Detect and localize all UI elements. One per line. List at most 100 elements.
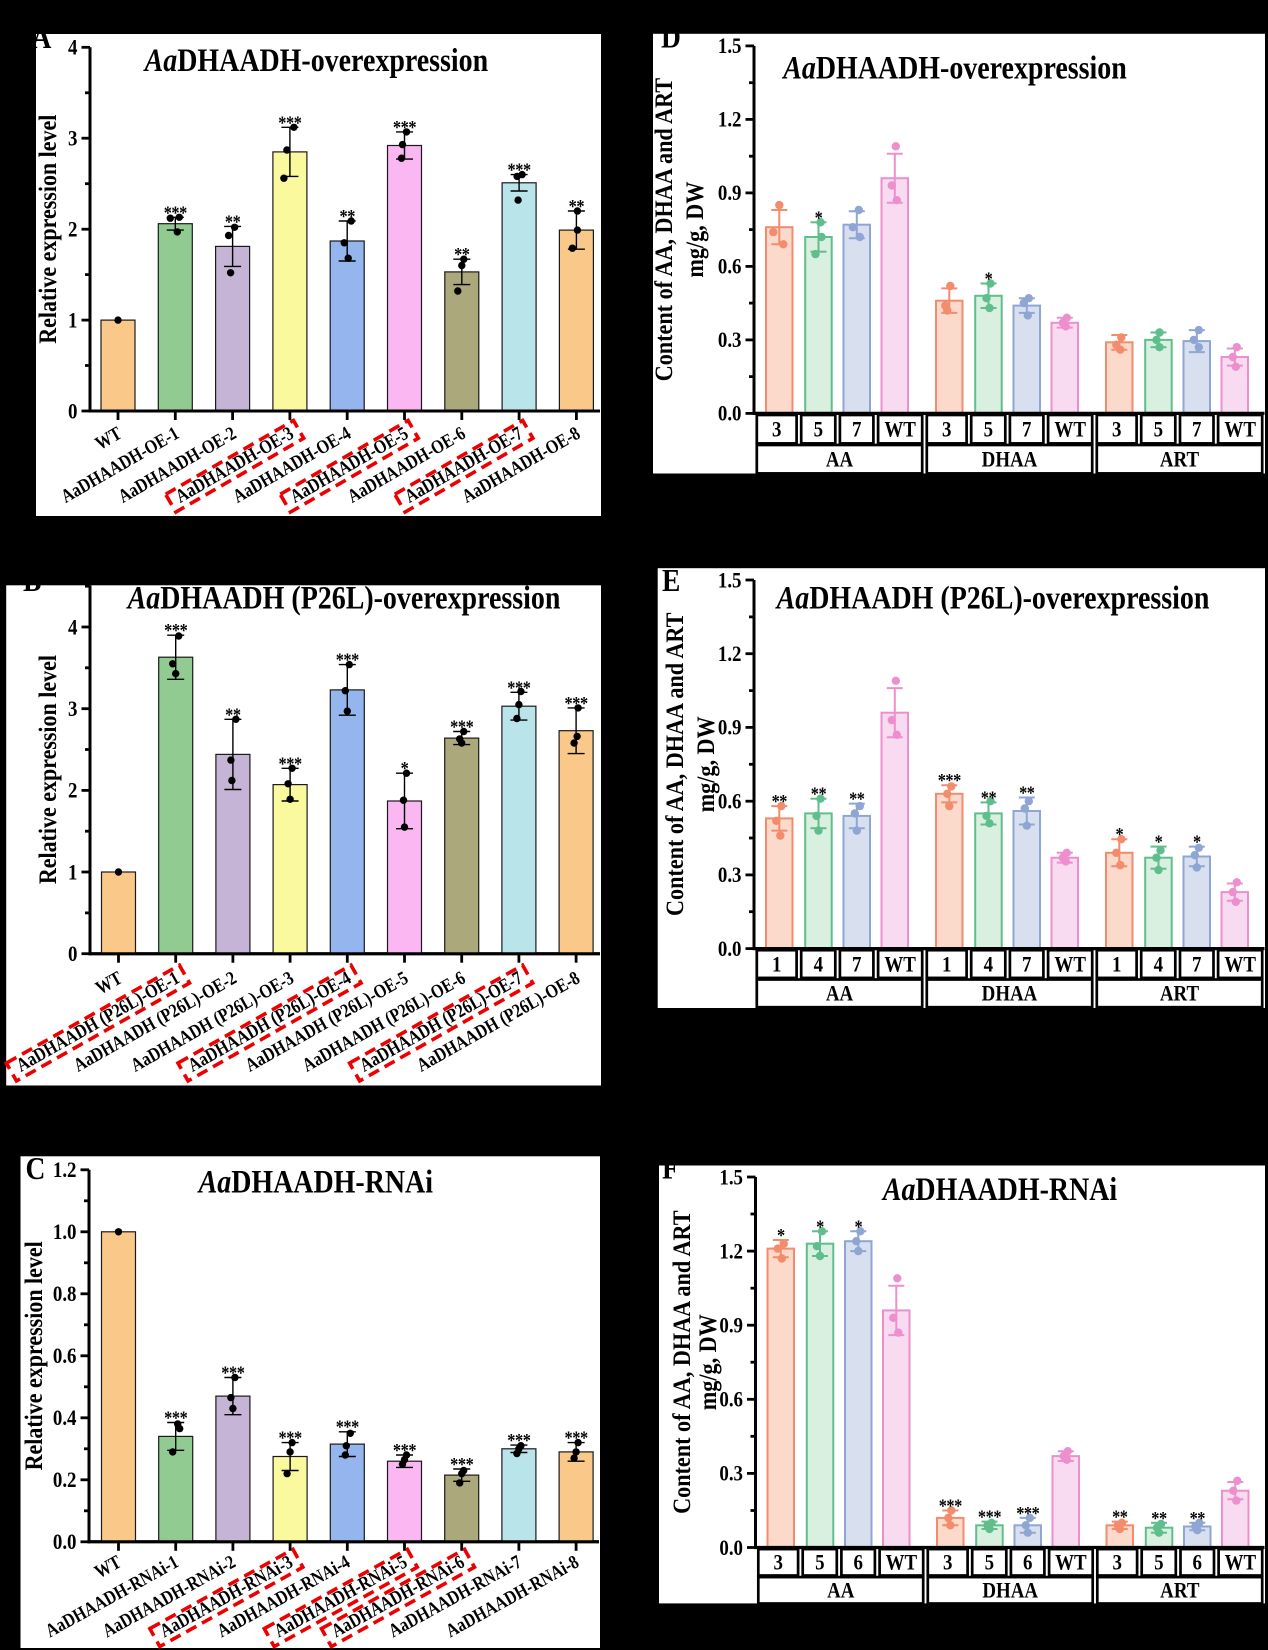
svg-text:5: 5 bbox=[1154, 1551, 1163, 1575]
svg-text:**: ** bbox=[1112, 1506, 1128, 1527]
svg-text:mg/g, DW: mg/g, DW bbox=[695, 1314, 723, 1410]
svg-text:DHAA: DHAA bbox=[982, 982, 1038, 1006]
svg-text:3: 3 bbox=[773, 1551, 782, 1575]
svg-text:3: 3 bbox=[1112, 418, 1121, 442]
svg-text:Content of AA, DHAA and ART: Content of AA, DHAA and ART bbox=[662, 612, 690, 916]
svg-text:AaDHAADH-overexpression: AaDHAADH-overexpression bbox=[781, 50, 1127, 86]
svg-text:ART: ART bbox=[1160, 448, 1200, 472]
svg-text:AA: AA bbox=[826, 982, 853, 1006]
svg-text:5: 5 bbox=[815, 1551, 824, 1575]
svg-text:AA: AA bbox=[827, 1579, 854, 1603]
svg-text:**: ** bbox=[225, 211, 241, 232]
svg-text:*: * bbox=[815, 207, 823, 228]
svg-text:*: * bbox=[1155, 831, 1163, 852]
svg-text:Content of AA, DHAA and ART: Content of AA, DHAA and ART bbox=[651, 78, 679, 382]
svg-text:***: *** bbox=[978, 1506, 1002, 1527]
svg-text:4: 4 bbox=[68, 616, 77, 640]
svg-text:7: 7 bbox=[852, 418, 861, 442]
svg-text:***: *** bbox=[507, 677, 531, 698]
svg-text:E: E bbox=[662, 563, 680, 598]
svg-text:0.6: 0.6 bbox=[718, 255, 742, 279]
svg-text:0.4: 0.4 bbox=[53, 1407, 77, 1431]
svg-text:***: *** bbox=[393, 1439, 417, 1460]
svg-text:1: 1 bbox=[772, 953, 781, 977]
svg-text:1.0: 1.0 bbox=[53, 1221, 77, 1245]
svg-text:5: 5 bbox=[814, 418, 823, 442]
svg-text:0.9: 0.9 bbox=[718, 182, 742, 206]
svg-text:B: B bbox=[23, 563, 41, 598]
svg-text:**: ** bbox=[981, 787, 997, 808]
svg-text:1: 1 bbox=[68, 309, 77, 333]
svg-text:Content of AA, DHAA and ART: Content of AA, DHAA and ART bbox=[669, 1210, 697, 1514]
svg-text:*: * bbox=[816, 1216, 824, 1237]
svg-text:6: 6 bbox=[853, 1551, 862, 1575]
svg-text:3: 3 bbox=[1112, 1551, 1121, 1575]
svg-text:0.0: 0.0 bbox=[718, 402, 742, 426]
svg-text:0.6: 0.6 bbox=[53, 1345, 77, 1369]
svg-text:4: 4 bbox=[68, 36, 77, 60]
svg-text:**: ** bbox=[454, 244, 470, 265]
svg-text:C: C bbox=[26, 1151, 46, 1186]
svg-text:0.3: 0.3 bbox=[718, 329, 742, 353]
svg-text:0.3: 0.3 bbox=[718, 864, 742, 888]
svg-text:A: A bbox=[32, 20, 52, 55]
svg-text:***: *** bbox=[565, 1427, 589, 1448]
svg-text:ART: ART bbox=[1160, 1579, 1200, 1603]
svg-text:ART: ART bbox=[1160, 982, 1200, 1006]
svg-text:3: 3 bbox=[68, 127, 77, 151]
svg-text:6: 6 bbox=[1192, 1551, 1201, 1575]
svg-text:3: 3 bbox=[68, 698, 77, 722]
svg-text:AaDHAADH-overexpression: AaDHAADH-overexpression bbox=[143, 42, 489, 78]
svg-text:0.0: 0.0 bbox=[53, 1531, 77, 1555]
svg-text:**: ** bbox=[569, 195, 585, 216]
svg-text:6: 6 bbox=[1023, 1551, 1032, 1575]
svg-text:***: *** bbox=[164, 620, 188, 641]
svg-text:1.2: 1.2 bbox=[718, 643, 742, 667]
svg-text:*: * bbox=[1193, 831, 1201, 852]
svg-text:F: F bbox=[662, 1151, 679, 1186]
svg-text:***: *** bbox=[939, 1495, 963, 1516]
svg-text:***: *** bbox=[278, 112, 302, 133]
svg-text:7: 7 bbox=[1192, 418, 1201, 442]
svg-text:**: ** bbox=[1019, 782, 1035, 803]
svg-text:***: *** bbox=[221, 1362, 245, 1383]
svg-text:AaDHAADH (P26L)-overexpression: AaDHAADH (P26L)-overexpression bbox=[775, 580, 1210, 616]
svg-text:1.2: 1.2 bbox=[53, 1159, 77, 1183]
svg-text:1.2: 1.2 bbox=[719, 1240, 743, 1264]
svg-text:**: ** bbox=[339, 205, 355, 226]
svg-text:***: *** bbox=[336, 1416, 360, 1437]
svg-text:*: * bbox=[777, 1224, 785, 1245]
svg-text:**: ** bbox=[1151, 1507, 1167, 1528]
svg-text:*: * bbox=[1115, 824, 1123, 845]
svg-text:***: *** bbox=[336, 649, 360, 670]
svg-text:WT: WT bbox=[1224, 953, 1256, 977]
svg-text:AaDHAADH-RNAi: AaDHAADH-RNAi bbox=[881, 1171, 1117, 1207]
svg-text:7: 7 bbox=[1022, 418, 1031, 442]
svg-text:DHAA: DHAA bbox=[982, 448, 1038, 472]
svg-text:WT: WT bbox=[1054, 953, 1086, 977]
svg-text:*: * bbox=[854, 1216, 862, 1237]
svg-text:mg/g, DW: mg/g, DW bbox=[693, 716, 721, 812]
svg-text:DHAA: DHAA bbox=[982, 1579, 1038, 1603]
svg-text:0.0: 0.0 bbox=[719, 1537, 743, 1561]
svg-text:***: *** bbox=[450, 1453, 474, 1474]
svg-text:3: 3 bbox=[943, 1551, 952, 1575]
svg-text:WT: WT bbox=[1225, 1551, 1257, 1575]
svg-text:1.5: 1.5 bbox=[718, 35, 742, 59]
svg-text:***: *** bbox=[938, 770, 962, 791]
svg-text:0: 0 bbox=[68, 943, 77, 967]
svg-text:3: 3 bbox=[772, 418, 781, 442]
svg-text:5: 5 bbox=[984, 418, 993, 442]
svg-text:***: *** bbox=[164, 202, 188, 223]
svg-text:0.3: 0.3 bbox=[719, 1462, 743, 1486]
svg-text:1: 1 bbox=[1112, 953, 1121, 977]
svg-text:D: D bbox=[661, 20, 681, 55]
svg-text:7: 7 bbox=[1022, 953, 1031, 977]
svg-text:4: 4 bbox=[1154, 953, 1163, 977]
svg-text:0.0: 0.0 bbox=[718, 938, 742, 962]
svg-text:0.9: 0.9 bbox=[718, 716, 742, 740]
svg-text:**: ** bbox=[1190, 1507, 1206, 1528]
svg-text:5: 5 bbox=[985, 1551, 994, 1575]
svg-text:1.2: 1.2 bbox=[718, 108, 742, 132]
svg-text:***: *** bbox=[279, 753, 303, 774]
